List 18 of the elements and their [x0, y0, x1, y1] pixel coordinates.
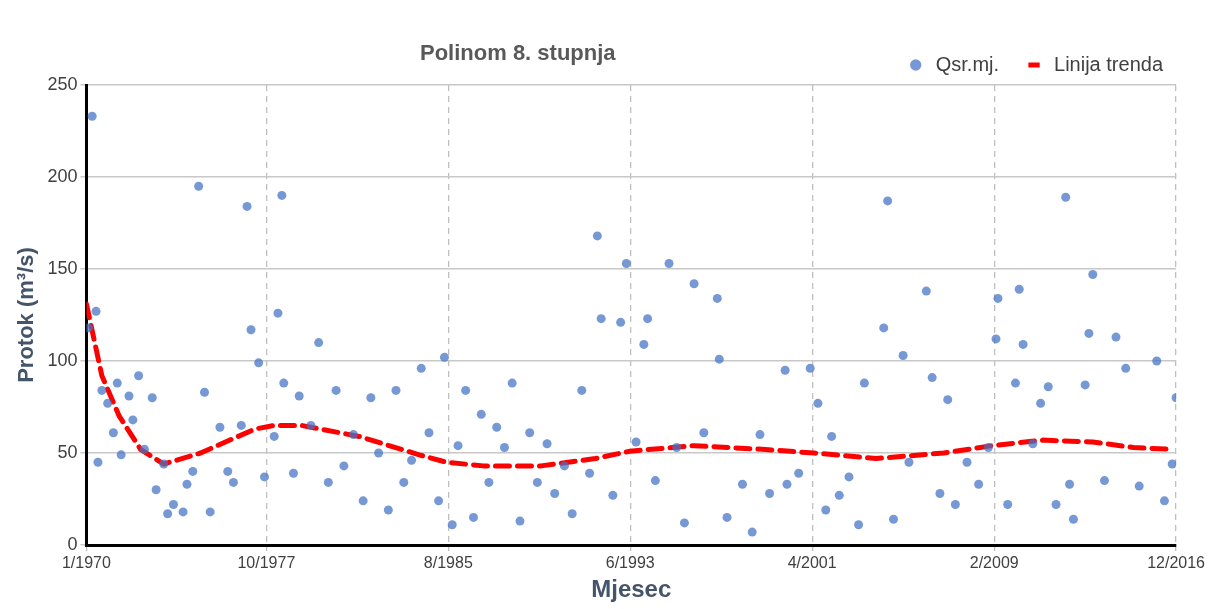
legend-label: Linija trenda [1054, 52, 1164, 75]
x-tick-label: 6/1993 [605, 554, 655, 572]
x-tick-label: 1/1970 [61, 554, 111, 572]
x-tick-label: 12/2016 [1147, 554, 1206, 572]
x-tick-label: 8/1985 [423, 554, 473, 572]
y-tick-label: 200 [47, 165, 78, 186]
y-tick-label: 100 [47, 349, 78, 370]
x-tick-label: 10/1977 [237, 554, 296, 572]
y-tick-label: 250 [47, 73, 78, 94]
x-tick-label: 2/2009 [969, 554, 1019, 572]
y-tick-label: 150 [47, 257, 78, 278]
x-axis-title: Mjesec [591, 575, 672, 603]
chart-title: Polinom 8. stupnja [420, 40, 616, 66]
x-tick-label: 4/2001 [787, 554, 837, 572]
y-tick-label: 0 [67, 533, 78, 554]
legend-label: Qsr.mj. [935, 52, 1000, 75]
y-axis-title: Protok (m³/s) [13, 247, 39, 383]
y-tick-label: 50 [57, 441, 78, 462]
